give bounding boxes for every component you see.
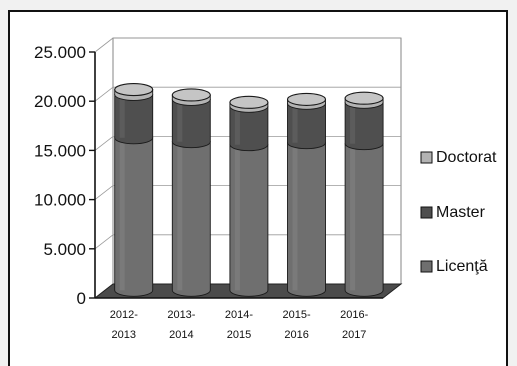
chart-bars	[114, 83, 384, 297]
bar-highlight	[177, 141, 183, 291]
bar-segment-master	[229, 105, 269, 152]
bar-segment-licenţă	[171, 141, 211, 297]
y-tick-label: 15.000	[34, 141, 86, 160]
bar-highlight	[177, 99, 183, 142]
bar-stack	[286, 92, 327, 297]
chart-legend: Doctorat Master Licenţă	[420, 149, 497, 275]
bar-highlight	[292, 103, 298, 143]
gridline-side	[94, 185, 114, 200]
bar-top-cap	[286, 92, 327, 106]
gridline-side	[94, 234, 114, 250]
bar-stack	[114, 83, 154, 297]
y-tick-label: 0	[77, 289, 86, 308]
bar-top-cap	[171, 88, 211, 102]
bar-top-cap	[114, 83, 154, 97]
x-tick-label: 2013	[112, 329, 136, 341]
y-tick-label: 20.000	[34, 92, 86, 111]
x-tick-label: 2015-	[283, 309, 311, 321]
y-tick-label: 5.000	[43, 240, 86, 259]
legend-swatch-licenţă	[420, 260, 433, 273]
bar-segment-licenţă	[344, 143, 384, 297]
x-tick-label: 2014-	[225, 309, 253, 321]
bar-stack	[171, 88, 211, 297]
bar-segment-licenţă	[229, 144, 269, 297]
bar-top-cap	[229, 95, 269, 109]
bar-highlight	[234, 106, 240, 145]
x-tick-label: 2013-	[167, 309, 195, 321]
y-tick-label: 25.000	[34, 43, 86, 62]
x-tick-label: 2012-	[110, 309, 138, 321]
x-tick-label: 2014	[169, 329, 193, 341]
x-tick-label: 2016	[284, 329, 308, 341]
gridline-side	[94, 37, 114, 53]
chart-labels: 25.000 20.000 15.000 10.000 5.000 0 2012- 2013 2…	[34, 43, 369, 341]
x-tick-label: 2016-	[340, 309, 368, 321]
bar-segment-licenţă	[114, 137, 154, 297]
bar-highlight	[350, 143, 356, 291]
x-tick-label: 2015	[227, 329, 251, 341]
bar-highlight	[350, 102, 356, 144]
gridline-side	[94, 136, 114, 151]
bar-segment-master	[171, 98, 211, 149]
bar-highlight	[119, 94, 125, 138]
y-tick-label: 10.000	[34, 191, 86, 210]
gridline-side	[94, 86, 114, 102]
bar-segment-master	[114, 94, 154, 145]
bar-segment-master	[287, 102, 326, 150]
legend-swatch-master	[420, 206, 433, 219]
bar-stack	[344, 91, 384, 297]
legend-swatch-doctorat	[420, 151, 433, 164]
bar-segment-master	[344, 101, 384, 151]
bar-highlight	[234, 144, 240, 291]
chart-axes	[89, 51, 383, 299]
bar-segment-licenţă	[287, 142, 326, 297]
x-tick-label: 2017	[342, 329, 366, 341]
bar-highlight	[119, 137, 125, 291]
bar-highlight	[292, 142, 298, 291]
bar-stack	[229, 95, 269, 297]
legend-label-licenţă: Licenţă	[436, 258, 488, 275]
legend-label-master: Master	[436, 204, 486, 221]
legend-label-doctorat: Doctorat	[436, 149, 497, 166]
bar-top-cap	[344, 91, 384, 105]
